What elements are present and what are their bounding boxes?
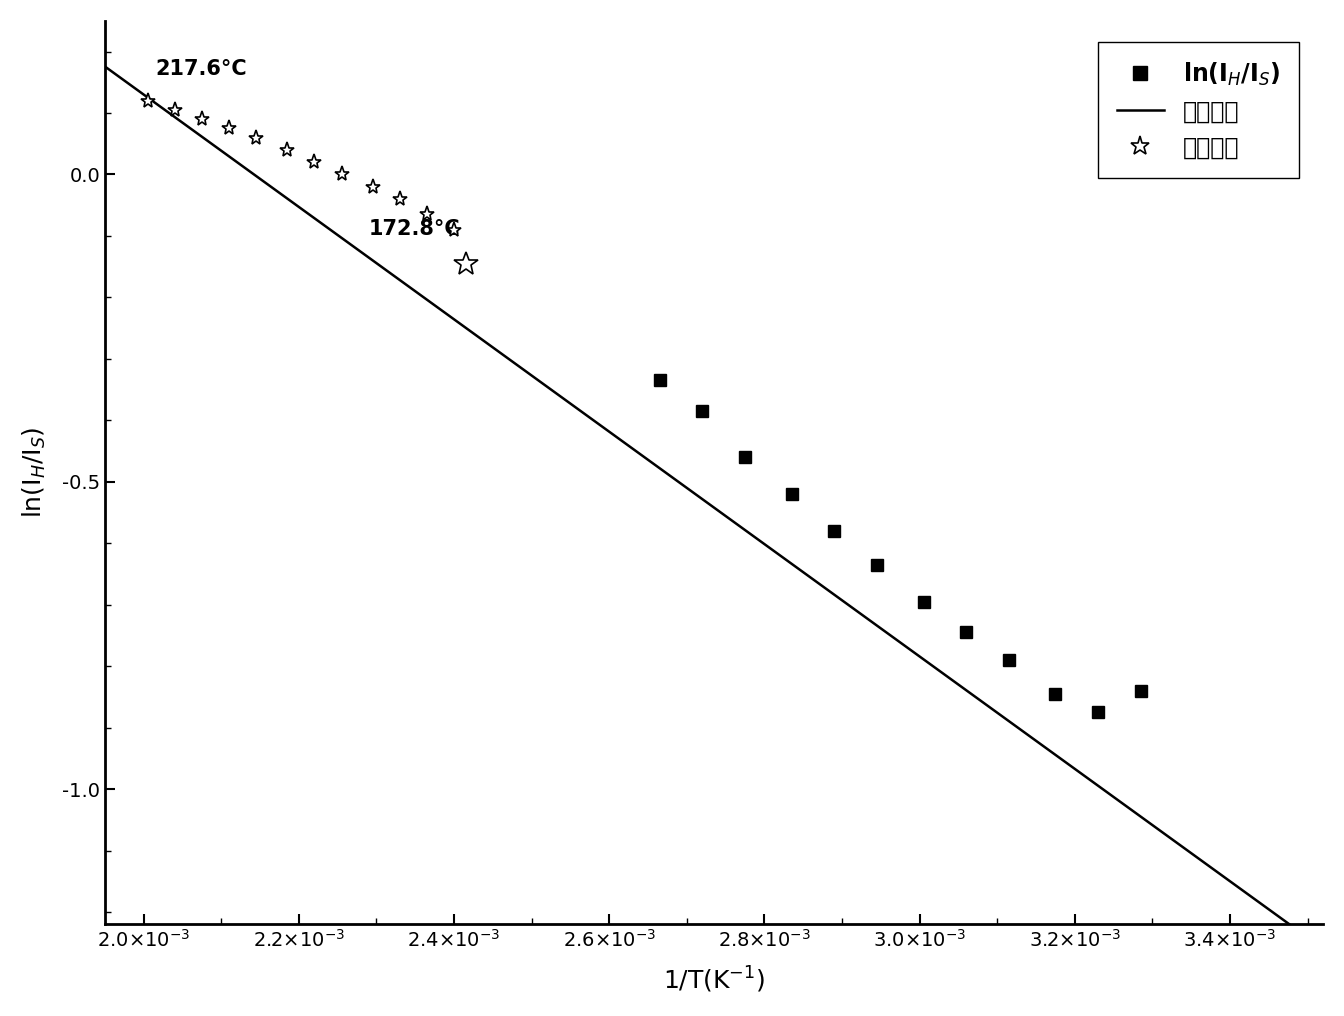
Text: 172.8°C: 172.8°C — [368, 219, 461, 239]
Y-axis label: ln(I$_H$/I$_S$): ln(I$_H$/I$_S$) — [22, 427, 48, 518]
X-axis label: 1/T(K$^{-1}$): 1/T(K$^{-1}$) — [663, 965, 765, 995]
Text: 217.6°C: 217.6°C — [156, 59, 247, 79]
Legend: ln(I$_H$/I$_S$), 拟合直线, 激光加热: ln(I$_H$/I$_S$), 拟合直线, 激光加热 — [1098, 42, 1300, 178]
